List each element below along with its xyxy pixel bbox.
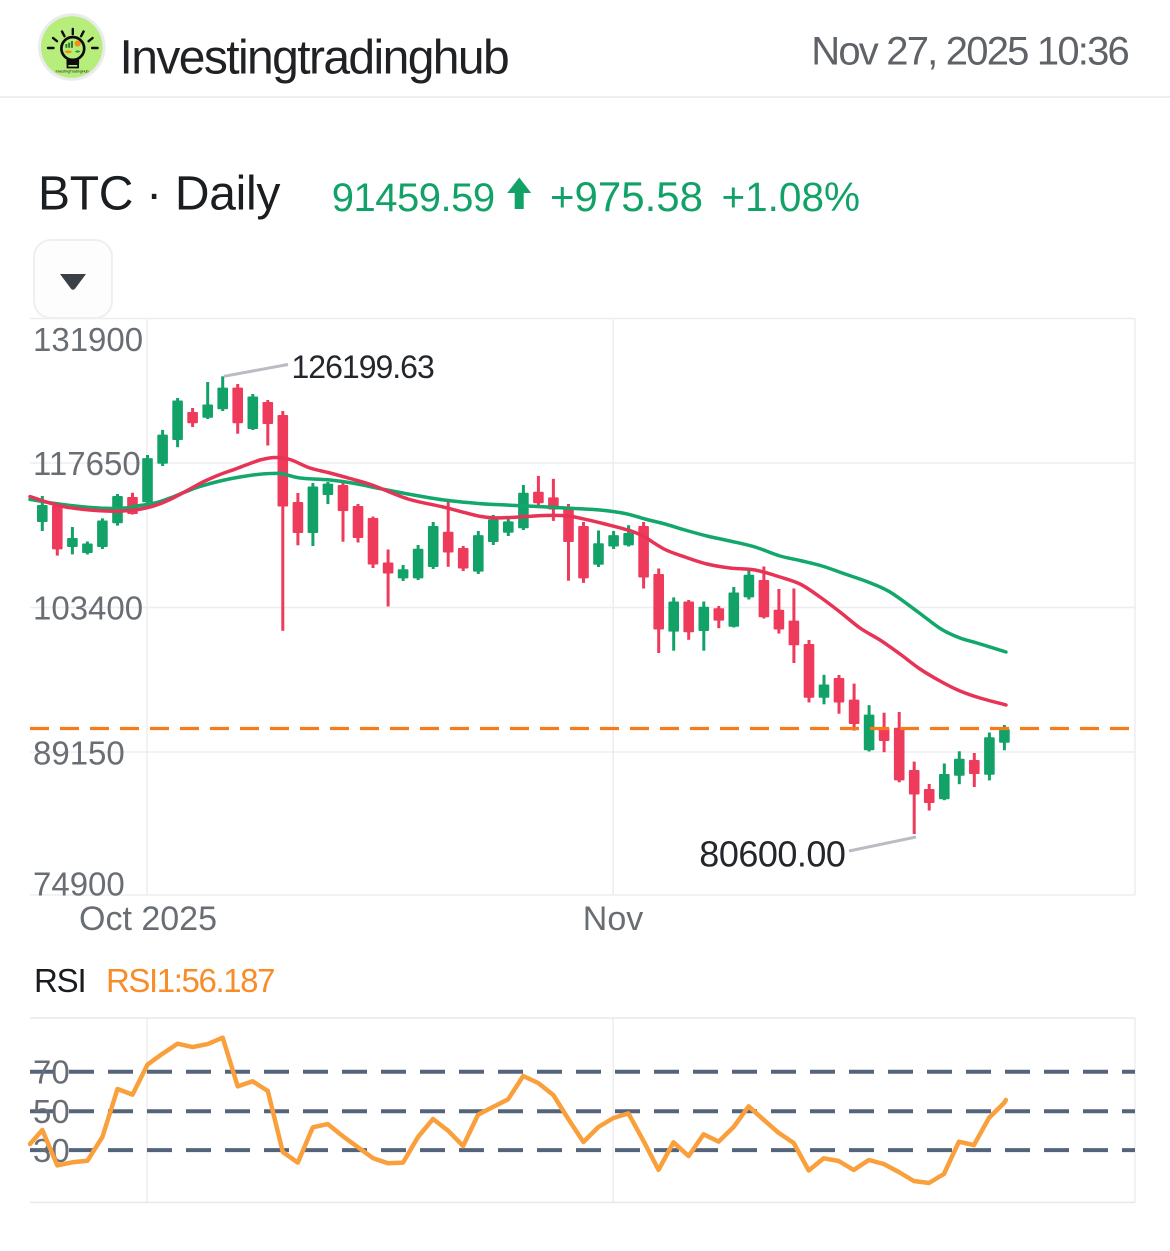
svg-text:InvestingTradingHub: InvestingTradingHub xyxy=(56,70,89,74)
svg-text:117650: 117650 xyxy=(33,445,141,482)
svg-text:Nov 27, 2025 10:36: Nov 27, 2025 10:36 xyxy=(811,30,1128,74)
svg-text:Investingtradinghub: Investingtradinghub xyxy=(120,32,509,85)
svg-text:91459.59: 91459.59 xyxy=(332,176,495,220)
svg-text:RSI1:56.187: RSI1:56.187 xyxy=(106,962,274,999)
svg-text:89150: 89150 xyxy=(33,735,125,772)
svg-text:+1.08%: +1.08% xyxy=(722,174,861,220)
svg-text:+975.58: +975.58 xyxy=(550,173,703,220)
svg-text:Nov: Nov xyxy=(583,900,643,938)
svg-text:Oct 2025: Oct 2025 xyxy=(79,900,217,938)
svg-text:74900: 74900 xyxy=(33,866,125,903)
svg-text:80600.00: 80600.00 xyxy=(699,834,845,875)
svg-text:RSI: RSI xyxy=(34,962,85,999)
svg-text:50: 50 xyxy=(33,1093,70,1130)
svg-text:BTC · Daily: BTC · Daily xyxy=(38,168,280,221)
svg-text:126199.63: 126199.63 xyxy=(292,349,434,385)
svg-text:103400: 103400 xyxy=(33,590,143,627)
svg-text:131900: 131900 xyxy=(33,321,143,358)
svg-text:70: 70 xyxy=(33,1054,70,1091)
